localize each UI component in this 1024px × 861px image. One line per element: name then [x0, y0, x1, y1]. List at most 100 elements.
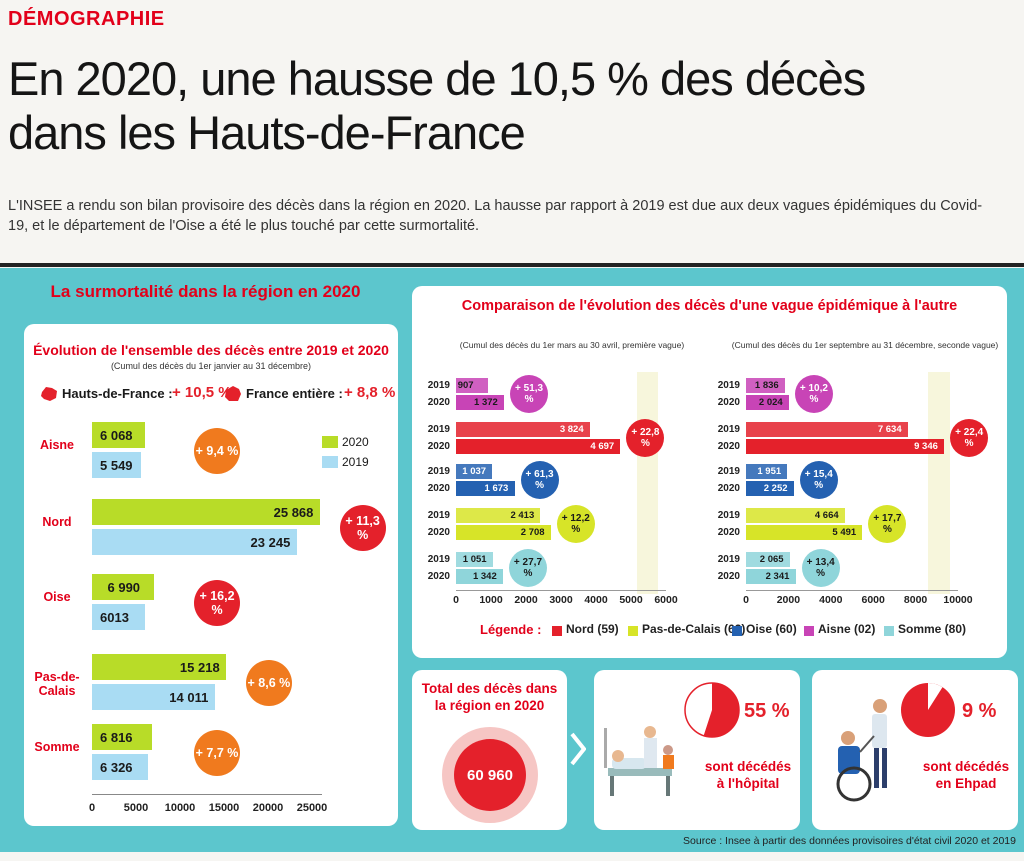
bar-2020 — [746, 439, 945, 454]
year-label: 2020 — [717, 483, 740, 494]
bar-2019 — [92, 529, 297, 555]
x-tick-label: 4000 — [584, 594, 608, 606]
source-note: Source : Insee à partir des données prov… — [683, 835, 1016, 847]
bar-2020 — [746, 569, 796, 584]
year-label: 2020 — [427, 483, 450, 494]
left-chart-title: Évolution de l'ensemble des décès entre … — [33, 342, 389, 358]
legend-label: Nord (59) — [566, 622, 619, 636]
pie-svg — [684, 682, 740, 738]
bar-2020 — [92, 574, 154, 600]
bar-value-label: 5 491 — [832, 527, 857, 538]
bar-value-label: 1 951 — [757, 466, 782, 477]
x-tick-label: 2000 — [514, 594, 538, 606]
ehpad-card: 9 % sont décédés en Ehpad — [812, 670, 1018, 830]
x-tick-label: 6000 — [861, 594, 885, 606]
legend-label-2019: 2019 — [342, 455, 369, 469]
pie-slice — [703, 683, 739, 737]
bar-value-label: 4 697 — [590, 441, 615, 452]
bar-2019 — [746, 378, 785, 393]
gridband — [636, 372, 658, 594]
legend-swatch — [884, 626, 894, 636]
change-bubble: + 9,4 % — [194, 428, 240, 474]
year-label: 2020 — [717, 441, 740, 452]
year-label: 2019 — [427, 466, 450, 477]
waves-legend-title: Légende : — [480, 622, 542, 637]
pie-slice — [928, 683, 943, 710]
ehpad-pie — [900, 682, 956, 738]
divider — [0, 263, 1024, 267]
hospital-pie — [684, 682, 740, 738]
legend-swatch-2019 — [322, 456, 338, 468]
total-title: Total des décès dans la région en 2020 — [421, 681, 558, 713]
change-bubble: + 61,3 % — [520, 461, 559, 499]
hospital-bed-icon — [602, 710, 684, 810]
left-chart-card: Évolution de l'ensemble des décès entre … — [24, 324, 398, 826]
x-tick-label: 25000 — [296, 802, 328, 814]
bar-value-label: 2 065 — [759, 554, 784, 565]
bar-value-label: 6013 — [100, 610, 129, 625]
category-label: Somme — [34, 740, 80, 754]
bar-2020 — [746, 525, 863, 540]
x-tick-label: 6000 — [654, 594, 678, 606]
bar-value-label: 1 051 — [462, 554, 487, 565]
x-tick-label: 1000 — [479, 594, 503, 606]
arrow-icon — [570, 732, 587, 766]
bar-2020 — [456, 395, 505, 410]
bar-value-label: 6 990 — [107, 580, 141, 595]
change-bubble: + 12,2 % — [556, 505, 595, 543]
ehpad-text: sont décédés en Ehpad — [922, 759, 1010, 791]
change-bubble: + 22,4 % — [950, 419, 989, 457]
legend-swatch — [552, 626, 562, 636]
bar-value-label: 2 341 — [765, 571, 790, 582]
change-bubble: + 22,8 % — [626, 419, 665, 457]
left-panel-title: La surmortalité dans la région en 2020 — [50, 282, 361, 301]
bar-value-label: 1 836 — [754, 380, 779, 391]
x-tick-label: 10000 — [943, 594, 973, 606]
bar-value-label: 4 664 — [814, 510, 839, 521]
bar-2019 — [746, 464, 788, 479]
year-label: 2019 — [427, 554, 450, 565]
year-label: 2019 — [717, 380, 740, 391]
x-axis-line — [456, 590, 666, 591]
bar-value-label: 25 868 — [273, 505, 314, 520]
year-label: 2019 — [427, 424, 450, 435]
year-label: 2020 — [427, 397, 450, 408]
legend-label-2020: 2020 — [342, 435, 369, 449]
x-tick-label: 0 — [453, 594, 459, 606]
x-tick-label: 20000 — [252, 802, 284, 814]
legend-swatch-2020 — [322, 436, 338, 448]
category-label: Oise — [43, 590, 71, 604]
bar-2019 — [746, 552, 790, 567]
bar-value-label: 3 824 — [559, 424, 584, 435]
ehpad-pct: 9 % — [962, 700, 997, 722]
bar-value-label: 6 326 — [100, 760, 133, 775]
bar-value-label: 6 068 — [100, 428, 133, 443]
change-bubble: + 16,2 % — [194, 580, 240, 626]
bar-2020 — [456, 525, 551, 540]
x-axis-line — [92, 794, 322, 795]
bar-value-label: 5 549 — [100, 458, 133, 473]
change-bubble: + 8,6 % — [245, 660, 292, 706]
bar-value-label: 2 024 — [758, 397, 783, 408]
x-axis-line — [746, 590, 958, 591]
bar-value-label: 9 346 — [914, 441, 938, 452]
bar-2019 — [92, 604, 145, 630]
x-tick-label: 8000 — [903, 594, 928, 606]
bar-value-label: 1 372 — [474, 397, 498, 408]
bar-value-label: 1 037 — [462, 466, 487, 477]
total-card: Total des décès dans la région en 2020 6… — [412, 670, 567, 830]
bar-2020 — [746, 481, 794, 496]
bar-2019 — [746, 508, 845, 523]
lede-paragraph: L'INSEE a rendu son bilan provisoire des… — [8, 198, 983, 234]
legend-label: Aisne (02) — [818, 622, 876, 636]
year-label: 2019 — [427, 510, 450, 521]
bar-value-label: 14 011 — [169, 690, 209, 705]
year-label: 2020 — [427, 527, 450, 538]
bar-2020 — [92, 499, 320, 525]
bar-value-label: 907 — [457, 380, 474, 391]
year-label: 2020 — [427, 571, 450, 582]
category-label: Pas-de-Calais — [34, 670, 80, 698]
legend-label: Oise (60) — [746, 622, 797, 636]
bar-2020 — [746, 395, 789, 410]
year-label: 2020 — [427, 441, 450, 452]
